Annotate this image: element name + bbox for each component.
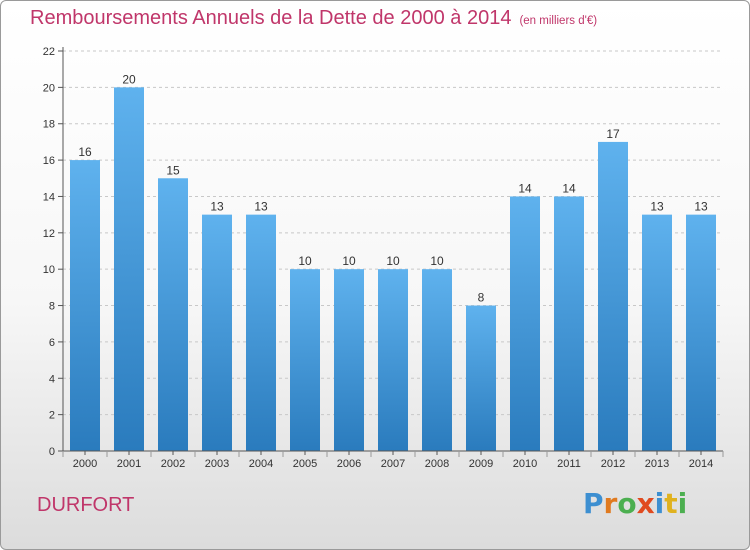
logo-letter: r	[603, 487, 618, 520]
y-tick-label: 12	[43, 228, 55, 240]
logo-letter: t	[664, 487, 678, 520]
x-tick-label: 2002	[161, 458, 185, 470]
bar	[466, 305, 496, 451]
x-tick-label: 2009	[469, 458, 493, 470]
x-tick-label: 2006	[337, 458, 361, 470]
bar	[290, 269, 320, 451]
bar-value-label: 10	[342, 254, 356, 268]
logo-letter: o	[617, 487, 637, 520]
y-tick-label: 4	[49, 373, 55, 385]
y-tick-label: 6	[49, 337, 55, 349]
x-tick-label: 2001	[117, 458, 141, 470]
labels: 0 2 4 6 8 10 12 14 16 18 20 22 16 2000 20 2001 15 2002 13 2…	[43, 46, 713, 470]
bar	[334, 269, 364, 451]
bar-value-label: 13	[650, 200, 664, 214]
x-tick-label: 2003	[205, 458, 229, 470]
x-tick-label: 2005	[293, 458, 317, 470]
x-tick-label: 2014	[689, 458, 713, 470]
bar	[246, 214, 276, 451]
bar-value-label: 10	[386, 254, 400, 268]
bar	[158, 178, 188, 452]
title-main: Remboursements Annuels de la Dette de 20…	[30, 7, 512, 29]
proxiti-logo: Proxiti	[583, 487, 687, 520]
y-tick-label: 0	[49, 446, 55, 458]
bar-value-label: 14	[562, 181, 576, 195]
bar	[378, 269, 408, 451]
bar	[70, 160, 100, 451]
logo-letter: i	[677, 487, 688, 520]
bar	[422, 269, 452, 451]
bar	[554, 196, 584, 451]
y-tick-label: 2	[49, 410, 55, 422]
y-tick-label: 14	[43, 191, 55, 203]
y-tick-label: 18	[43, 119, 55, 131]
x-tick-label: 2013	[645, 458, 669, 470]
bar-value-label: 16	[78, 145, 92, 159]
x-tick-label: 2011	[557, 458, 581, 470]
bar-value-label: 15	[166, 163, 180, 177]
y-tick-label: 16	[43, 155, 55, 167]
x-tick-label: 2012	[601, 458, 625, 470]
bar-value-label: 13	[210, 200, 224, 214]
bar-value-label: 8	[478, 291, 485, 305]
bar	[642, 214, 672, 451]
y-tick-label: 22	[43, 46, 55, 58]
x-tick-label: 2004	[249, 458, 273, 470]
bar-value-label: 10	[430, 254, 444, 268]
bar	[598, 141, 628, 451]
bar	[510, 196, 540, 451]
x-tick-label: 2000	[73, 458, 97, 470]
title-unit: (en milliers d'€)	[519, 15, 598, 27]
logo-letter: x	[636, 487, 655, 520]
commune-name: DURFORT	[37, 494, 135, 516]
y-tick-label: 8	[49, 301, 55, 313]
bar-value-label: 13	[254, 200, 268, 214]
bars	[70, 87, 716, 452]
x-tick-label: 2007	[381, 458, 405, 470]
logo-letter: P	[583, 487, 604, 520]
bar	[202, 214, 232, 451]
y-tick-label: 10	[43, 264, 55, 276]
bar	[114, 87, 144, 451]
bar-value-label: 13	[694, 200, 708, 214]
bar-value-label: 20	[122, 72, 136, 86]
chart-title: Remboursements Annuels de la Dette de 20…	[30, 7, 597, 30]
x-tick-label: 2008	[425, 458, 449, 470]
y-tick-label: 20	[43, 82, 55, 94]
bar	[686, 214, 716, 451]
x-tick-label: 2010	[513, 458, 537, 470]
logo-letter: i	[654, 487, 665, 520]
bar-value-label: 10	[298, 254, 312, 268]
bar-value-label: 14	[518, 181, 532, 195]
bar-value-label: 17	[606, 127, 620, 141]
axes	[58, 47, 724, 457]
